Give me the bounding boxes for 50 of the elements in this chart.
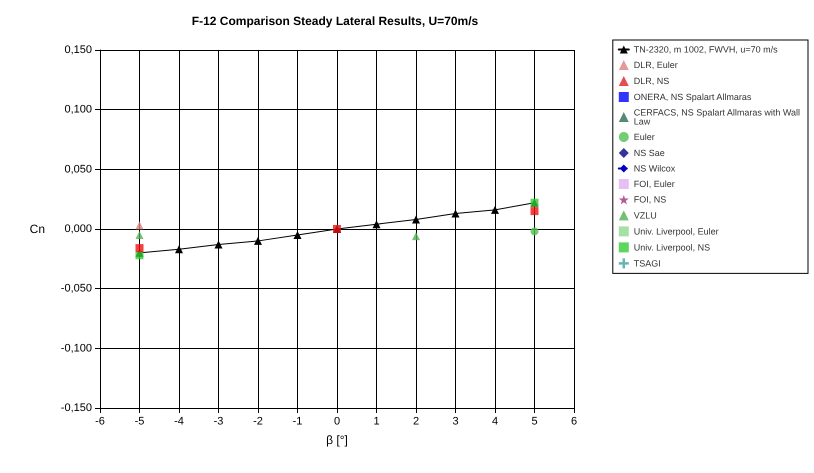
point (530, 207, 538, 216)
y-tick-label: 0,150 (64, 44, 92, 56)
legend-label: DLR, NS (634, 76, 670, 86)
y-tick-label: 0,050 (64, 163, 92, 176)
legend-label: TN-2320, m 1002, FWVH, u=70 m/s (634, 44, 778, 54)
legend-label: TSAGI (634, 258, 661, 268)
point (214, 240, 222, 249)
y-tick-label: -0,100 (60, 342, 92, 354)
y-tick-label: -0,050 (60, 282, 92, 295)
x-tick-label: -1 (292, 416, 302, 428)
legend-label: DLR, Euler (634, 60, 678, 70)
legend-label: Euler (634, 132, 655, 142)
x-tick-label: -4 (174, 416, 184, 428)
point (136, 251, 144, 260)
x-tick-label: 5 (531, 416, 538, 428)
x-tick-label: 1 (373, 416, 380, 428)
chart-title: F-12 Comparison Steady Lateral Results, U=70m/s (192, 14, 479, 28)
point (175, 245, 183, 254)
point (136, 221, 144, 230)
x-tick-label: 4 (492, 416, 498, 428)
x-tick-label: -5 (134, 416, 144, 428)
point (136, 230, 144, 239)
point (530, 227, 538, 236)
point (254, 236, 262, 245)
x-axis-title: β [°] (326, 433, 348, 447)
legend-label: VZLU (634, 210, 657, 220)
y-tick-label: 0,100 (64, 104, 92, 116)
legend-label: ONERA, NS Spalart Allmaras (634, 92, 752, 102)
y-tick-label: 0,000 (64, 223, 92, 235)
legend-label: CERFACS, NS Spalart Allmaras with Wall Law (634, 108, 803, 126)
legend-label: FOI, Euler (634, 179, 675, 189)
point (372, 220, 380, 228)
y-tick-label: -0,150 (60, 402, 92, 414)
legend-label: Univ. Liverpool, Euler (634, 226, 719, 236)
point (412, 232, 420, 240)
x-tick-label: -3 (214, 416, 224, 428)
x-tick-label: 6 (570, 416, 578, 428)
point (491, 206, 499, 214)
x-tick-label: -2 (253, 416, 263, 428)
x-tick-label: 3 (452, 416, 459, 428)
point (136, 244, 144, 252)
legend-label: NS Wilcox (634, 164, 676, 174)
legend-label: Univ. Liverpool, NS (634, 242, 710, 252)
point (412, 215, 420, 224)
x-tick-label: -6 (95, 416, 105, 428)
x-tick-label: 0 (334, 416, 340, 428)
y-axis-title: Cn (30, 222, 45, 236)
legend-label: FOI, NS (634, 194, 666, 205)
x-tick-label: 2 (412, 416, 420, 428)
legend-label: NS Sae (634, 148, 665, 158)
